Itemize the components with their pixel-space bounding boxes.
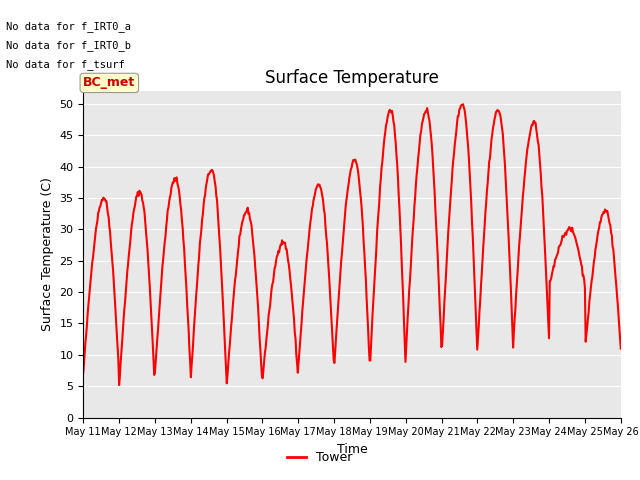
- Text: No data for f_IRT0_b: No data for f_IRT0_b: [6, 40, 131, 51]
- X-axis label: Time: Time: [337, 443, 367, 456]
- Legend: Tower: Tower: [282, 446, 358, 469]
- Y-axis label: Surface Temperature (C): Surface Temperature (C): [41, 178, 54, 331]
- Text: No data for f_IRT0_a: No data for f_IRT0_a: [6, 21, 131, 32]
- Text: BC_met: BC_met: [83, 76, 136, 89]
- Text: No data for f_tsurf: No data for f_tsurf: [6, 59, 125, 70]
- Title: Surface Temperature: Surface Temperature: [265, 69, 439, 87]
